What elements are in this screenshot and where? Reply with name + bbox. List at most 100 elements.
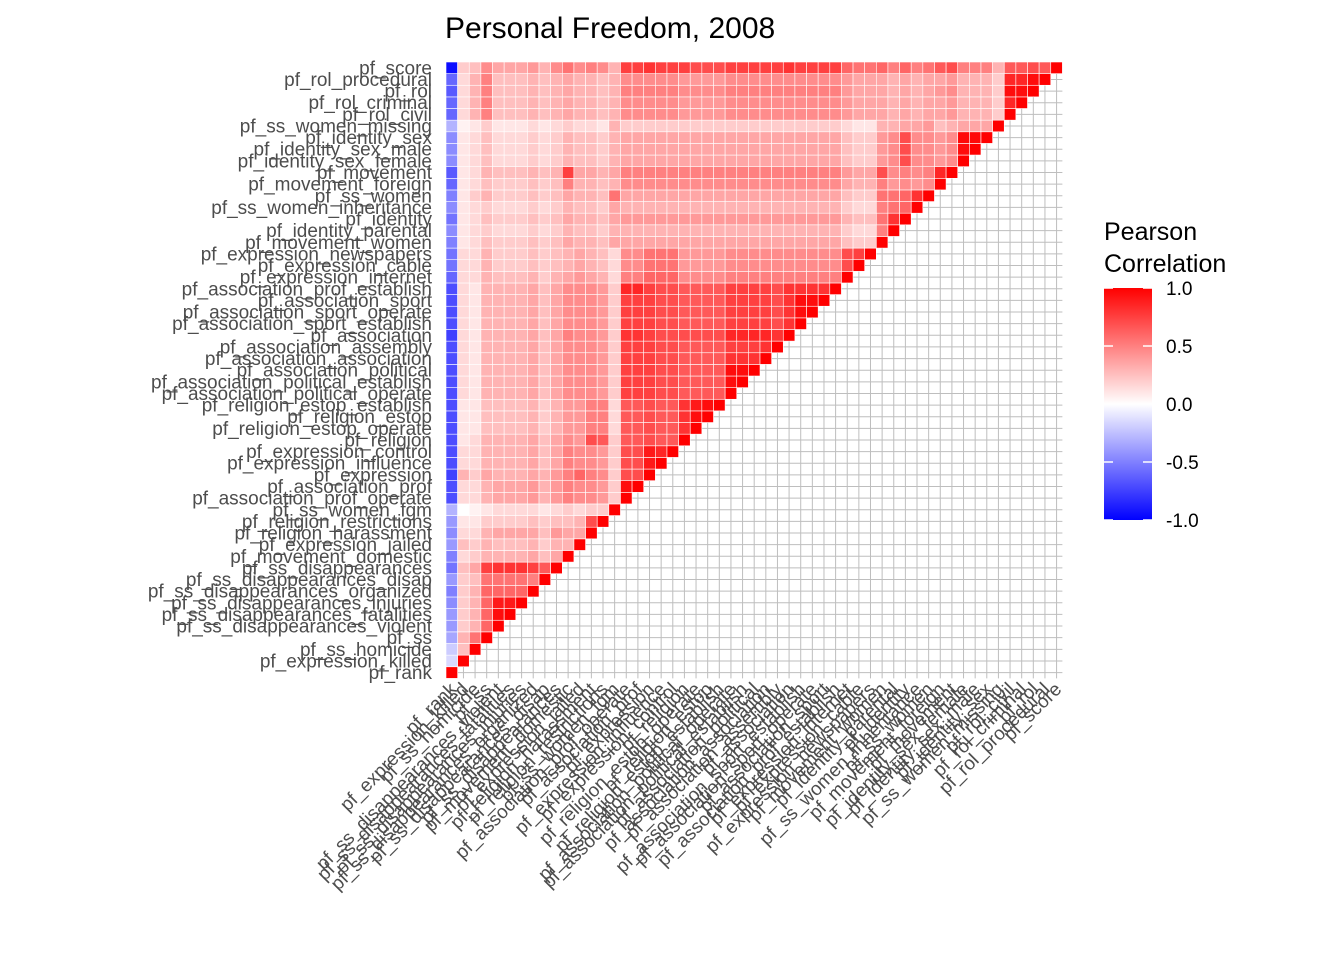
heatmap-cell [503, 201, 517, 214]
heatmap-cell [701, 108, 714, 121]
heatmap-cell [736, 178, 749, 191]
heatmap-cell [573, 61, 586, 74]
heatmap-cell [468, 143, 482, 156]
heatmap-cell [771, 143, 784, 156]
heatmap-cell [445, 538, 458, 551]
heatmap-cell [969, 143, 982, 156]
heatmap-cell [538, 410, 551, 423]
heatmap-cell [724, 143, 738, 156]
y-tick-label: pf_rol [384, 82, 432, 103]
heatmap-cell [480, 573, 493, 586]
heatmap-cell [561, 340, 575, 354]
heatmap-cell [689, 61, 703, 74]
y-tick-label: pf_ss_women_missing [240, 116, 432, 137]
heatmap-cell [468, 387, 482, 400]
heatmap-cell [596, 178, 610, 191]
heatmap-cell [899, 84, 912, 98]
heatmap-cell [492, 166, 505, 179]
heatmap-cell [620, 433, 633, 447]
heatmap-cell [515, 573, 528, 586]
heatmap-cell [817, 61, 831, 74]
heatmap-cell [841, 224, 854, 237]
heatmap-cell [794, 305, 807, 319]
heatmap-cell [701, 224, 714, 237]
heatmap-cell [910, 189, 924, 202]
heatmap-cell [492, 224, 505, 237]
heatmap-cell [678, 410, 691, 423]
heatmap-cell [806, 259, 819, 272]
heatmap-cell [608, 96, 621, 109]
heatmap-cell [782, 259, 796, 272]
heatmap-cell [689, 352, 703, 365]
heatmap-cell [759, 96, 772, 109]
heatmap-cell [503, 236, 517, 249]
heatmap-cell [992, 84, 1005, 98]
heatmap-cell [515, 236, 528, 249]
heatmap-cell [620, 294, 633, 307]
legend-title-line-1: Pearson [1104, 218, 1197, 246]
heatmap-cell [864, 96, 877, 109]
heatmap-cell [561, 154, 575, 167]
heatmap-cell [841, 108, 854, 121]
heatmap-cell [736, 224, 749, 237]
heatmap-cell [596, 84, 610, 98]
heatmap-cell [957, 119, 970, 133]
heatmap-cell [596, 61, 610, 74]
heatmap-cell [852, 108, 865, 121]
heatmap-cell [1027, 61, 1040, 74]
heatmap-cell [841, 247, 854, 261]
heatmap-cell [910, 96, 924, 109]
heatmap-cell [515, 596, 528, 609]
heatmap-cell [457, 212, 470, 226]
heatmap-cell [945, 73, 959, 86]
heatmap-cell [515, 445, 528, 458]
heatmap-cell [596, 492, 610, 505]
heatmap-cell [689, 224, 703, 237]
heatmap-cell [457, 526, 470, 540]
heatmap-cell [445, 305, 458, 319]
heatmap-cell [864, 236, 877, 249]
heatmap-cell [678, 201, 691, 214]
heatmap-cell [771, 294, 784, 307]
heatmap-cell [678, 189, 691, 202]
heatmap-cell [631, 433, 645, 447]
heatmap-cell [666, 433, 679, 447]
y-tick-label: pf_expression_killed [260, 651, 432, 672]
heatmap-cell [468, 259, 482, 272]
heatmap-cell [480, 317, 493, 330]
heatmap-cell [771, 259, 784, 272]
y-tick-label: pf_ss [387, 628, 432, 649]
y-tick-label: pf_ss_women_inheritance [211, 198, 432, 219]
heatmap-cell [841, 212, 854, 226]
heatmap-cell [585, 492, 598, 505]
heatmap-cell [492, 282, 505, 295]
heatmap-cell [445, 259, 458, 272]
heatmap-cell [701, 201, 714, 214]
heatmap-cell [468, 643, 482, 656]
heatmap-cell [608, 398, 621, 412]
heatmap-cell [608, 433, 621, 447]
heatmap-cell [468, 492, 482, 505]
heatmap-cell [492, 201, 505, 214]
heatmap-cell [468, 503, 482, 516]
heatmap-cell [515, 143, 528, 156]
heatmap-cell [631, 480, 645, 493]
heatmap-cell [492, 247, 505, 261]
heatmap-cell [608, 282, 621, 295]
heatmap-cell [771, 73, 784, 86]
heatmap-cell [631, 61, 645, 74]
heatmap-cell [876, 131, 889, 144]
heatmap-cell [666, 224, 679, 237]
heatmap-cell [748, 131, 761, 144]
heatmap-cell [748, 119, 761, 133]
heatmap-cell [457, 422, 470, 435]
heatmap-cell [701, 154, 714, 167]
heatmap-cell [864, 247, 877, 261]
heatmap-cell [759, 154, 772, 167]
heatmap-cell [608, 108, 621, 121]
heatmap-cell [724, 305, 738, 319]
heatmap-cell [503, 561, 517, 575]
heatmap-cell [468, 224, 482, 237]
heatmap-cell [503, 515, 517, 528]
heatmap-cell [480, 480, 493, 493]
